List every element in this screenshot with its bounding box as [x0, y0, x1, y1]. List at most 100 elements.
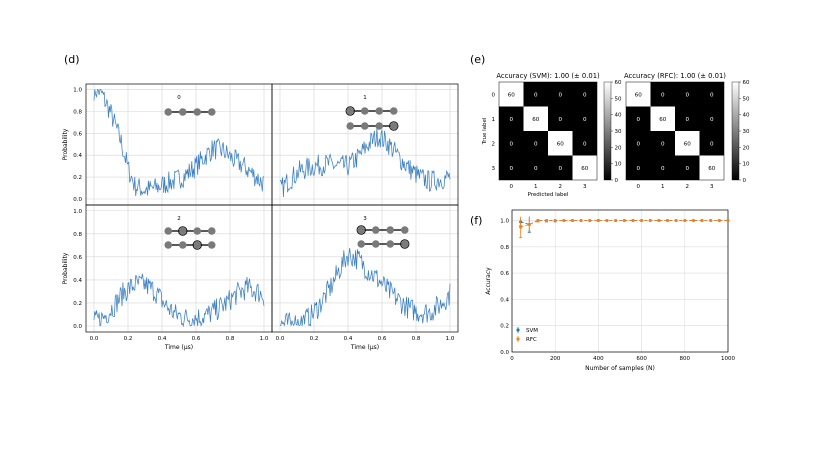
data-point-rfc	[691, 219, 695, 223]
confusion-matrices: 60 0 0 0 0 60 0 0 0 0 60 0 0 0 0 60 Accuracy (SVM): 1.00…	[482, 72, 750, 198]
qubit-chain-icon	[346, 121, 399, 131]
colorbar-tick-label: 30	[743, 129, 750, 135]
matrix-cell	[626, 155, 651, 180]
data-point-rfc	[674, 219, 678, 223]
matrix-cell-value: 60	[581, 166, 589, 172]
matrix-cell	[699, 131, 724, 156]
data-point-rfc	[640, 219, 644, 223]
colorbar-tick-label: 60	[615, 80, 622, 86]
data-point-rfc	[657, 219, 661, 223]
matrix-cell-value: 0	[534, 92, 538, 98]
matrix-cell-value: 0	[583, 117, 587, 123]
matrix-cell	[675, 155, 700, 180]
matrix-cell	[523, 106, 548, 131]
y-tick-label: 3	[492, 166, 496, 172]
subplot-frame	[271, 83, 459, 206]
colorbar	[731, 81, 740, 181]
x-axis-label: Time (μs)	[164, 344, 193, 351]
series-line-1	[279, 127, 451, 198]
subplot-label: 1	[363, 95, 367, 101]
x-tick-label: 0.2	[310, 336, 319, 342]
qubit-node	[164, 227, 173, 235]
x-tick-label: 3	[583, 184, 587, 190]
qubit-node	[207, 227, 216, 235]
x-tick-label: 200	[550, 356, 561, 362]
legend-label: SVM	[526, 328, 538, 334]
x-tick-label: 3	[710, 184, 714, 190]
colorbar-tick-label: 10	[615, 162, 622, 168]
series-line-3	[279, 247, 451, 327]
x-tick-label: 0.8	[226, 336, 235, 342]
qubit-ring	[345, 106, 355, 116]
matrix-frame	[625, 81, 725, 181]
y-tick-label: 0.8	[73, 109, 82, 115]
subplot-label: 3	[363, 216, 367, 222]
data-point-rfc	[570, 219, 574, 223]
data-point-rfc	[605, 219, 609, 223]
y-tick-label: 1	[492, 117, 496, 123]
matrix-cell-value: 0	[534, 141, 538, 147]
matrix-cell-value: 0	[509, 117, 513, 123]
x-tick-label: 0	[510, 356, 514, 362]
qubit-ring	[400, 239, 410, 249]
matrix-cell	[572, 131, 597, 156]
data-point-rfc	[596, 219, 600, 223]
matrix-cell	[548, 155, 573, 180]
matrix-cell	[523, 155, 548, 180]
qubit-node	[164, 108, 173, 116]
matrix-cell	[626, 82, 651, 107]
y-axis-label: Probability	[62, 128, 69, 160]
qubit-node	[346, 107, 354, 115]
y-tick-label: 0.6	[73, 131, 82, 137]
qubit-ring	[178, 226, 188, 236]
matrix-cell	[548, 82, 573, 107]
y-tick-label: 0.2	[500, 324, 509, 330]
matrix-cell-value: 0	[534, 166, 538, 172]
matrix-cell-value: 60	[708, 166, 716, 172]
plot-frame	[511, 209, 729, 353]
matrix-cell-value: 0	[685, 117, 689, 123]
data-point-rfc	[562, 219, 566, 223]
matrix-cell	[699, 82, 724, 107]
y-tick-label: 0	[492, 92, 496, 98]
y-tick-label: 0.8	[73, 232, 82, 238]
x-tick-label: 0	[510, 184, 514, 190]
qubit-node	[164, 241, 173, 249]
qubit-node	[360, 122, 369, 130]
subplot-label: 2	[177, 216, 181, 222]
y-axis-label: True label	[482, 117, 488, 145]
matrix-cell-value: 0	[583, 141, 587, 147]
data-point-rfc	[631, 219, 635, 223]
x-tick-label: 0.6	[378, 336, 387, 342]
matrix-cell	[523, 131, 548, 156]
matrix-cell-value: 0	[558, 117, 562, 123]
accuracy-vs-samples-chart: 0 200 400 600 800 1000 0.0 0.2 0.4 0.6 0.8 1.0 Numbe…	[485, 209, 735, 372]
x-tick-label: 0.8	[412, 336, 421, 342]
qubit-ring	[389, 121, 399, 131]
matrix-cell-value: 0	[661, 166, 665, 172]
qubit-node	[360, 107, 369, 115]
y-tick-label: 0.6	[73, 255, 82, 261]
x-tick-label: 2	[559, 184, 563, 190]
qubit-node	[193, 108, 202, 116]
x-axis-label: Time (μs)	[350, 344, 379, 351]
data-point-rfc	[588, 219, 592, 223]
y-tick-label: 0.2	[73, 301, 82, 307]
qubit-node	[386, 240, 395, 248]
x-tick-label: 0.0	[276, 336, 285, 342]
colorbar-tick-label: 30	[615, 129, 622, 135]
qubit-node	[193, 227, 202, 235]
matrix-cell	[499, 82, 524, 107]
matrix-cell	[572, 82, 597, 107]
matrix-cell-value: 60	[659, 117, 667, 123]
x-tick-label: 600	[636, 356, 647, 362]
qubit-chain-icon	[345, 106, 398, 116]
y-tick-label: 1.0	[73, 87, 82, 93]
y-tick-label: 0.4	[73, 153, 82, 159]
data-point-rfc	[726, 219, 730, 223]
matrix-cell	[499, 106, 524, 131]
matrix-cell-value: 0	[636, 166, 640, 172]
matrix-cell	[626, 106, 651, 131]
matrix-cell	[675, 131, 700, 156]
data-point-rfc	[527, 222, 531, 226]
